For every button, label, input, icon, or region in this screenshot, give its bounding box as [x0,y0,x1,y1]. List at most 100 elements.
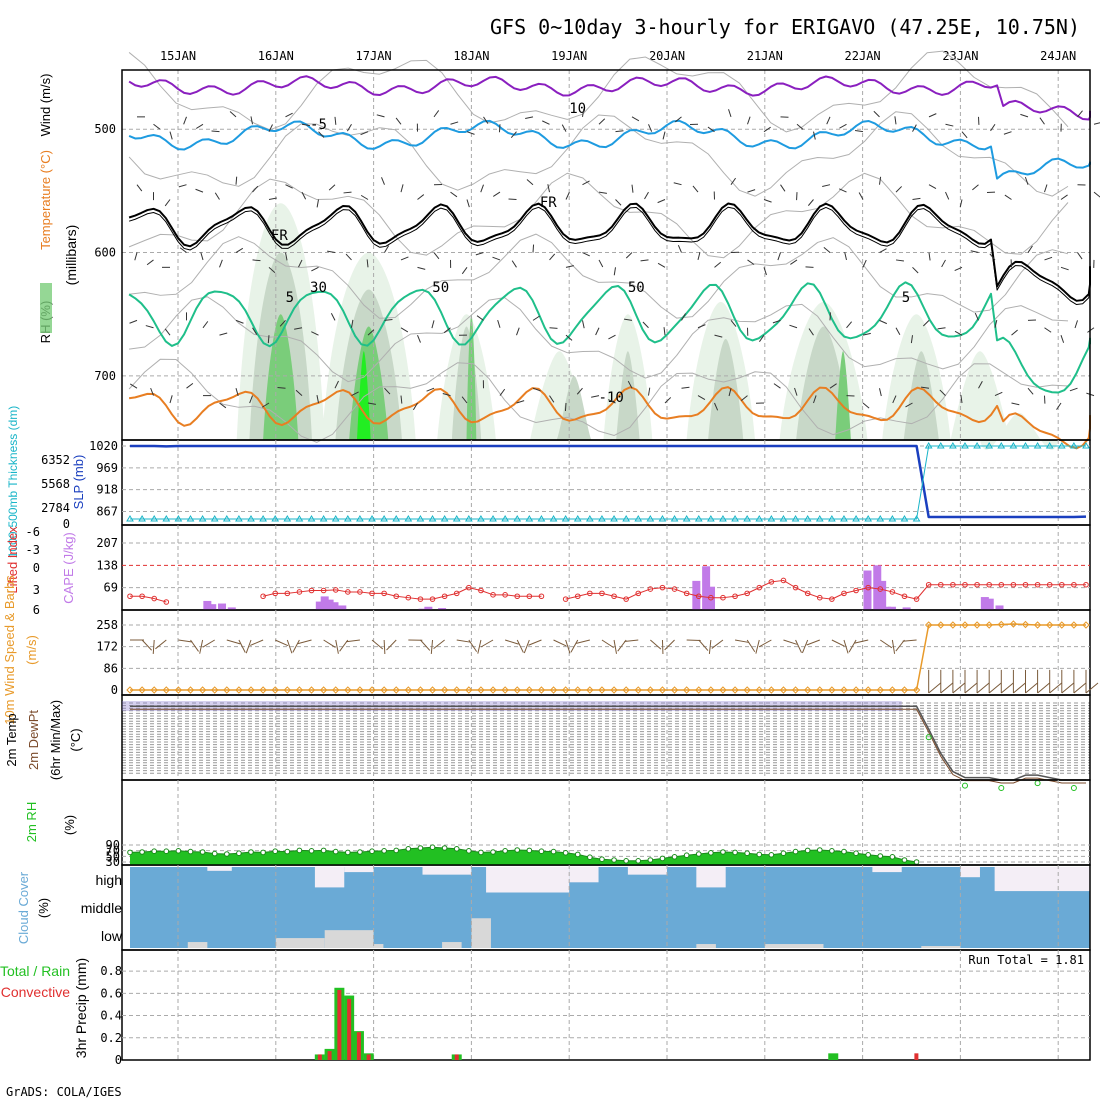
wind-barb-10m [523,639,530,654]
lifted-index-marker [986,581,992,588]
wind-barb-10m [480,639,494,648]
wind-barb [252,327,258,335]
wind-barb [1060,266,1069,271]
wind-barb [229,111,237,118]
tick-label: 6352 [41,453,70,467]
temp-line [130,705,1086,781]
wind-barb-10m [226,639,241,645]
lifted-index-marker [720,594,726,601]
lifted-index-marker [1046,581,1053,588]
precip-panel: 0.8 0.6 0.4 0.2 0 Run Total = 1.81 3hr Precip … [0,949,1091,1067]
wind-barb-10m [190,639,199,652]
wind-barb [200,252,204,261]
temp-contour-minus5 [128,119,1091,180]
wind-barb [526,179,534,186]
cloud-row-label: middle [81,900,122,916]
wind-speed-marker [816,686,824,694]
wind-barb [219,259,223,268]
wind-barb [844,252,847,261]
wind-barb [252,259,261,262]
lifted-index-marker [490,592,496,598]
wind-barb [974,312,979,321]
wind-barb [763,199,772,203]
wind-barb [461,396,468,404]
wind-barb [777,252,781,261]
wind-barb [542,120,550,125]
wind-speed-units-label: (m/s) [24,635,39,665]
cloud-row-label: low [101,928,123,944]
top-day-label: 17JAN [356,49,392,63]
wind-barb [1044,184,1048,193]
wind-barb [1044,256,1053,261]
lifted-index-marker [405,594,412,601]
wind-barb [780,184,786,192]
wind-barb [1011,329,1018,336]
rh2m-marker [151,848,158,855]
wind-barb [311,266,319,272]
lifted-index-marker [574,593,581,600]
wind-barb [961,131,968,139]
wind-barb-10m [199,639,204,654]
high-cloud-gap [696,867,726,888]
temp-contour-10 [128,386,1091,450]
wind-speed-marker [1033,621,1042,629]
credit-label: GrADS: COLA/IGES [6,1085,122,1099]
high-cloud-gap [569,867,599,883]
lifted-index-marker [635,590,642,597]
wind-barb [928,252,931,261]
wind-barb [773,383,781,389]
wind-barb-10m [902,639,917,642]
wind-speed-marker [695,686,703,694]
lifted-index-marker [647,586,654,592]
rh2m-marker [357,849,363,855]
wind-barb-flag [952,682,966,694]
wind-barb [873,110,880,118]
lifted-index-marker [502,592,508,598]
precip-axis-label: 3hr Precip (mm) [73,958,89,1058]
rh2m-marker [780,850,787,857]
wind-speed-marker [501,686,509,694]
thickness-marker [464,515,473,522]
lifted-index-marker [538,593,545,600]
tick-label: 69 [104,581,118,595]
wind-barb [249,395,253,404]
wind-speed-marker [150,686,158,694]
wind-barb-10m [420,639,431,651]
thickness-marker [222,515,231,522]
wind-barb [351,391,359,397]
rh2m-marker [381,848,387,854]
lifted-index-marker [466,584,472,591]
lifted-index-marker [889,589,896,595]
wind-barb [627,380,633,389]
wind-barb-10m [755,639,760,654]
contour-label: 5 [902,290,910,306]
tick-label: 600 [94,246,116,260]
wind-barb [343,191,352,194]
wind-barb [129,319,138,324]
wind-speed-marker [332,686,340,694]
wind-barb [268,124,273,132]
rh2m-marker [635,858,642,864]
wind-barb [826,116,831,125]
lifted-index-marker [1058,581,1065,588]
wind-speed-marker [900,686,909,694]
cape-bar [995,605,1004,610]
wind-barb [164,328,171,336]
wind-barb-10m [468,639,478,652]
wind-barb [576,387,583,395]
wind-speed-marker [924,621,933,629]
wind-barb [483,116,489,124]
wind-barb-10m [430,639,434,654]
thickness-marker [912,515,921,522]
cape-bar [438,608,447,610]
rh-shading [979,412,1059,450]
wind-barb [763,126,771,133]
wind-barb-10m [843,639,849,654]
wind-barb [351,319,354,328]
cape-bar [985,598,994,610]
wind-barb-flag [988,682,1002,694]
tick-label: 0 [63,517,70,531]
precip-legend-convective: Convective [1,984,70,1000]
wind-barb [202,321,209,329]
wind-speed-marker [840,686,848,694]
